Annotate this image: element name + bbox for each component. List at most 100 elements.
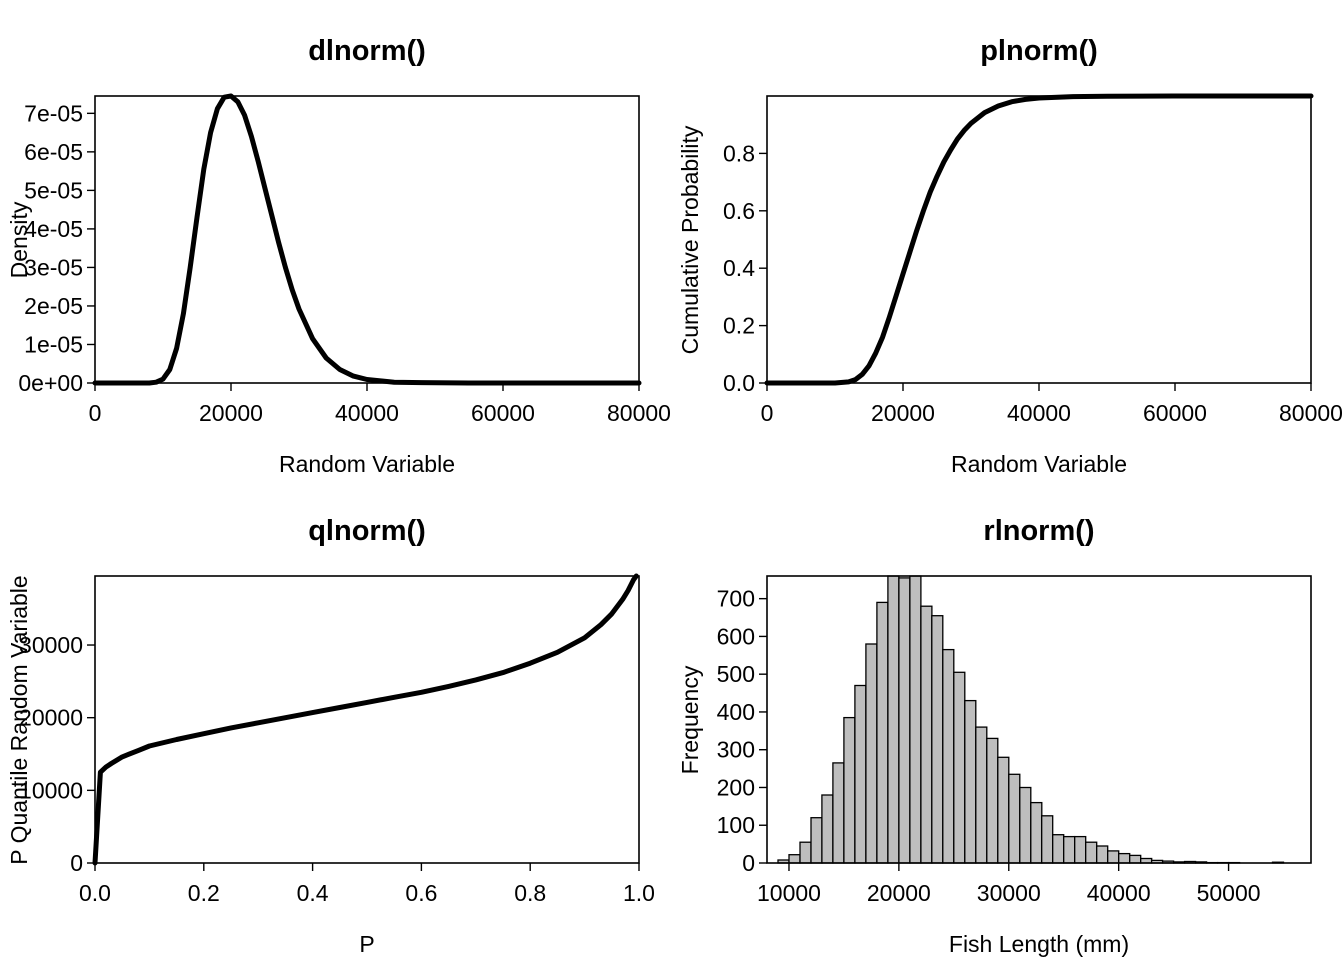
x-tick-label: 0 xyxy=(89,400,102,426)
y-tick-label: 0.8 xyxy=(723,140,755,166)
histogram-bar xyxy=(1129,854,1142,864)
x-tick-label: 0.4 xyxy=(297,880,329,906)
histogram-bar xyxy=(799,841,812,864)
y-tick-label: 300 xyxy=(717,737,755,763)
chart-title: plnorm() xyxy=(980,35,1098,67)
y-tick-label: 0 xyxy=(70,850,83,876)
histogram-bar xyxy=(865,643,878,864)
histogram-bar xyxy=(832,762,845,864)
histogram-bar xyxy=(953,671,966,864)
series-line xyxy=(92,573,639,866)
histogram-bar xyxy=(1074,835,1087,864)
x-axis-label: Random Variable xyxy=(279,451,455,477)
panel-rlnorm: rlnorm() Fish Length (mm) Frequency 1000… xyxy=(677,515,1312,957)
chart-title: qlnorm() xyxy=(308,515,426,547)
x-axis-label: P xyxy=(359,931,374,957)
y-tick-label: 600 xyxy=(717,623,755,649)
chart-title: rlnorm() xyxy=(983,515,1094,547)
x-axis-label: Random Variable xyxy=(951,451,1127,477)
plot-area: 0 20000 40000 60000 80000 0.0 0.2 0.4 0.6 0.8 xyxy=(723,93,1343,426)
y-axis-label: Cumulative Probability xyxy=(677,125,703,354)
y-tick-label: 400 xyxy=(717,699,755,725)
x-tick-label: 10000 xyxy=(757,880,821,906)
y-tick-label: 10000 xyxy=(19,777,83,803)
histogram-bar xyxy=(1107,850,1120,864)
x-axis-label: Fish Length (mm) xyxy=(949,931,1129,957)
histogram-bar xyxy=(1063,835,1076,864)
plot-area: 10000 20000 30000 40000 50000 0 100 200 300 400 50… xyxy=(717,575,1312,906)
histogram-bar xyxy=(909,575,922,864)
histogram-bar xyxy=(931,615,944,864)
x-tick-label: 60000 xyxy=(471,400,535,426)
series-line xyxy=(92,93,642,386)
y-tick-label: 20000 xyxy=(19,705,83,731)
y-tick-label: 30000 xyxy=(19,632,83,658)
plot-frame xyxy=(766,95,1312,384)
y-tick-label: 6e-05 xyxy=(24,139,83,165)
x-tick-label: 30000 xyxy=(977,880,1041,906)
y-tick-label: 2e-05 xyxy=(24,293,83,319)
histogram-bar xyxy=(1041,815,1054,864)
histogram-bar xyxy=(887,575,900,864)
y-axis-label: Density xyxy=(6,201,32,278)
histogram-bar xyxy=(997,756,1010,864)
series-line xyxy=(764,93,1314,386)
x-tick-label: 0.6 xyxy=(405,880,437,906)
y-tick-label: 3e-05 xyxy=(24,254,83,280)
chart-title: dlnorm() xyxy=(308,35,426,67)
histogram-bar xyxy=(821,794,834,864)
y-axis-label: Frequency xyxy=(677,665,703,774)
x-tick-label: 0.8 xyxy=(514,880,546,906)
panel-qlnorm: qlnorm() P P Quantile Random Variable 0.… xyxy=(6,515,655,957)
y-tick-label: 200 xyxy=(717,774,755,800)
x-tick-label: 20000 xyxy=(867,880,931,906)
histogram-bar xyxy=(975,726,988,864)
x-tick-label: 0 xyxy=(761,400,774,426)
histogram-bar xyxy=(1085,841,1098,864)
x-tick-label: 40000 xyxy=(335,400,399,426)
plot-frame xyxy=(94,575,640,864)
x-tick-label: 60000 xyxy=(1143,400,1207,426)
histogram-bar xyxy=(810,817,823,864)
x-tick-label: 50000 xyxy=(1197,880,1261,906)
y-axis-label: P Quantile Random Variable xyxy=(6,575,32,864)
y-tick-label: 0 xyxy=(742,850,755,876)
y-tick-label: 4e-05 xyxy=(24,216,83,242)
histogram-bar xyxy=(788,854,801,864)
x-tick-label: 1.0 xyxy=(623,880,655,906)
histogram-bar xyxy=(854,684,867,864)
y-tick-label: 0.0 xyxy=(723,370,755,396)
histogram-bar xyxy=(1030,801,1043,864)
histogram-bar xyxy=(1019,786,1032,864)
histogram-bar xyxy=(898,577,911,864)
histogram-bar xyxy=(942,648,955,864)
histogram-bar xyxy=(1118,852,1131,864)
histogram-bar xyxy=(964,699,977,864)
y-tick-label: 0.4 xyxy=(723,255,755,281)
histogram-bar xyxy=(1096,845,1109,864)
y-tick-label: 100 xyxy=(717,812,755,838)
plot-frame xyxy=(766,575,1312,864)
x-tick-label: 40000 xyxy=(1007,400,1071,426)
x-tick-label: 0.0 xyxy=(79,880,111,906)
plot-area: 0 20000 40000 60000 80000 0e+00 1e-05 2e-05 3e-0… xyxy=(18,93,671,426)
y-tick-label: 1e-05 xyxy=(24,331,83,357)
x-tick-label: 20000 xyxy=(871,400,935,426)
y-tick-label: 0e+00 xyxy=(18,370,83,396)
histogram-bar xyxy=(1008,773,1021,864)
histogram-bar xyxy=(843,716,856,864)
y-tick-label: 0.6 xyxy=(723,198,755,224)
y-tick-label: 5e-05 xyxy=(24,177,83,203)
y-tick-label: 0.2 xyxy=(723,313,755,339)
y-tick-label: 500 xyxy=(717,661,755,687)
histogram-bar xyxy=(1052,834,1065,864)
y-tick-label: 700 xyxy=(717,586,755,612)
plot-area: 0.0 0.2 0.4 0.6 0.8 1.0 0 10000 20000 30000 xyxy=(19,573,655,906)
panel-plnorm: plnorm() Random Variable Cumulative Prob… xyxy=(677,35,1343,477)
x-tick-label: 0.2 xyxy=(188,880,220,906)
x-tick-label: 80000 xyxy=(1279,400,1343,426)
y-tick-label: 7e-05 xyxy=(24,100,83,126)
histogram-bar xyxy=(920,605,933,864)
histogram-bar xyxy=(876,601,889,864)
